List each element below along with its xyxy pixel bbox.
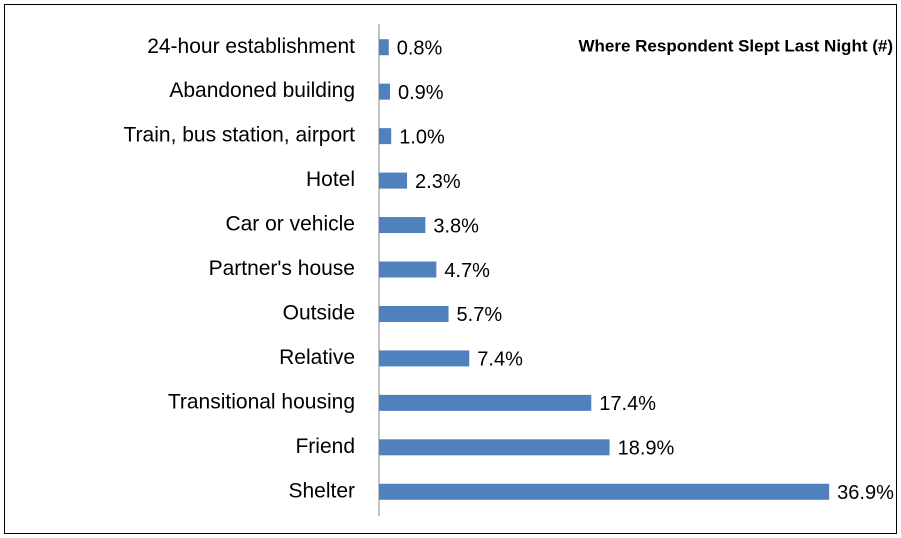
value-label: 4.7% <box>444 260 490 282</box>
value-label: 3.8% <box>433 215 479 237</box>
category-label: 24-hour establishment <box>147 35 355 58</box>
category-label: Car or vehicle <box>225 213 355 236</box>
bar <box>379 128 392 145</box>
bar <box>379 350 470 367</box>
bar <box>379 305 449 322</box>
category-label: Abandoned building <box>169 79 355 102</box>
bar <box>379 172 408 189</box>
chart-title: Where Respondent Slept Last Night (#) <box>578 36 893 55</box>
bar <box>379 394 592 411</box>
bar <box>379 39 389 56</box>
value-label: 18.9% <box>618 438 675 460</box>
value-label: 36.9% <box>837 482 894 504</box>
value-label: 1.0% <box>399 126 445 148</box>
bar <box>379 439 610 456</box>
category-label: Outside <box>283 302 355 325</box>
category-label: Transitional housing <box>168 390 355 413</box>
category-label: Relative <box>279 346 355 369</box>
value-label: 2.3% <box>415 171 461 193</box>
bar <box>379 83 390 100</box>
category-label: Hotel <box>306 168 355 191</box>
value-label: 7.4% <box>477 349 523 371</box>
value-label: 5.7% <box>457 304 503 326</box>
bar <box>379 261 437 278</box>
value-label: 17.4% <box>599 393 656 415</box>
value-label: 0.9% <box>398 82 444 104</box>
category-label: Friend <box>295 435 355 458</box>
category-label: Partner's house <box>209 257 355 280</box>
value-label: 0.8% <box>397 38 443 60</box>
category-label: Shelter <box>288 479 355 502</box>
category-label: Train, bus station, airport <box>124 124 356 147</box>
bar <box>379 217 426 234</box>
bar <box>379 483 830 500</box>
